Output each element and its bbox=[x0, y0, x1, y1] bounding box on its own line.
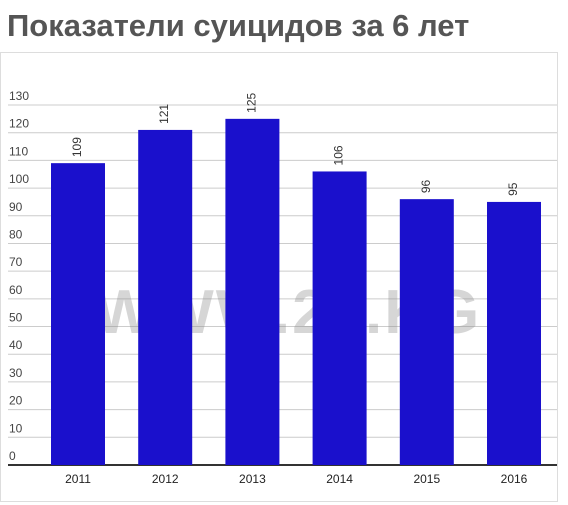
x-tick-label: 2015 bbox=[413, 472, 440, 486]
y-tick-label: 50 bbox=[9, 311, 23, 325]
x-tick-label: 2013 bbox=[239, 472, 266, 486]
x-tick-label: 2011 bbox=[65, 472, 91, 486]
bar bbox=[138, 129, 193, 465]
chart-title: Показатели суицидов за 6 лет bbox=[7, 8, 470, 43]
y-tick-label: 20 bbox=[9, 394, 23, 408]
bar bbox=[225, 118, 280, 465]
y-tick-label: 120 bbox=[9, 117, 29, 131]
x-tick-label: 2014 bbox=[326, 472, 353, 486]
bar bbox=[399, 199, 454, 465]
data-label: 125 bbox=[244, 92, 258, 112]
y-tick-label: 100 bbox=[9, 172, 29, 186]
y-tick-label: 90 bbox=[9, 200, 23, 214]
x-axis-tick-labels: 2011 2012 2013 2014 2015 2016 bbox=[65, 472, 528, 486]
bars bbox=[51, 118, 541, 465]
bar bbox=[51, 163, 105, 465]
bar bbox=[487, 201, 541, 465]
y-axis-tick-labels: 0 10 20 30 40 50 60 70 80 90 100 110 120 130 bbox=[9, 89, 29, 463]
y-tick-label: 80 bbox=[9, 227, 23, 241]
y-tick-label: 0 bbox=[9, 449, 16, 463]
data-labels: 109 121 125 106 96 95 bbox=[70, 92, 520, 195]
y-tick-label: 10 bbox=[9, 421, 23, 435]
bar bbox=[312, 171, 367, 465]
y-tick-label: 130 bbox=[9, 89, 29, 103]
y-tick-label: 70 bbox=[9, 255, 23, 269]
y-tick-label: 30 bbox=[9, 366, 23, 380]
y-tick-label: 40 bbox=[9, 338, 23, 352]
data-label: 95 bbox=[506, 182, 520, 196]
data-label: 106 bbox=[332, 145, 346, 165]
data-label: 109 bbox=[70, 137, 84, 157]
x-tick-label: 2012 bbox=[152, 472, 179, 486]
x-tick-label: 2016 bbox=[501, 472, 528, 486]
data-label: 121 bbox=[157, 104, 171, 124]
data-label: 96 bbox=[419, 179, 433, 193]
y-tick-label: 60 bbox=[9, 283, 23, 297]
y-tick-label: 110 bbox=[9, 144, 28, 158]
